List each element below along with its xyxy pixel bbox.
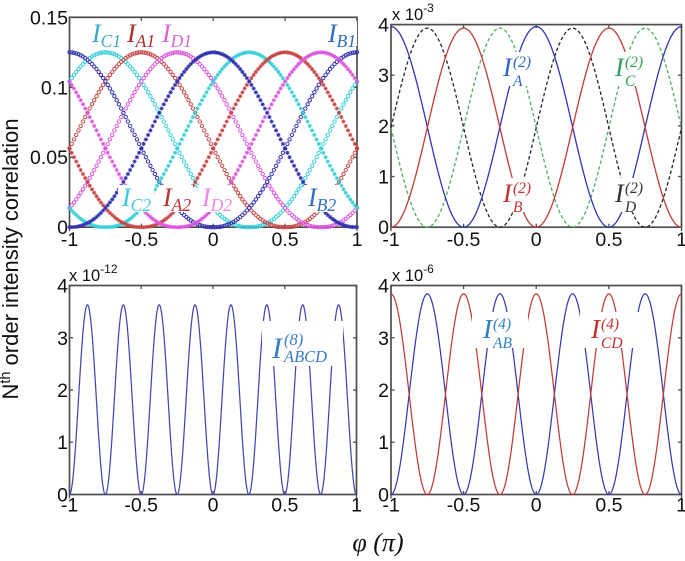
svg-text:0: 0 — [57, 217, 68, 239]
svg-text:2: 2 — [378, 116, 389, 138]
svg-text:1: 1 — [676, 495, 685, 517]
svg-text:-0.5: -0.5 — [125, 229, 159, 251]
svg-text:0: 0 — [378, 217, 389, 239]
svg-text:-1: -1 — [382, 229, 399, 251]
svg-text:AB: AB — [492, 335, 512, 352]
svg-text:4: 4 — [378, 276, 389, 298]
svg-text:C: C — [625, 73, 636, 90]
svg-text:1: 1 — [676, 229, 685, 251]
svg-text:I: I — [502, 53, 513, 82]
svg-text:I: I — [482, 314, 494, 344]
svg-text:Nth order intensity correlatio: Nth order intensity correlation — [0, 118, 23, 399]
svg-text:I: I — [614, 179, 625, 208]
svg-text:CD: CD — [601, 335, 623, 352]
svg-text:4: 4 — [378, 15, 389, 37]
svg-text:1: 1 — [351, 495, 362, 517]
svg-text:0: 0 — [531, 229, 542, 251]
svg-text:B: B — [513, 199, 523, 216]
svg-text:I: I — [502, 179, 513, 208]
svg-text:0.05: 0.05 — [30, 147, 68, 169]
svg-text:IA1: IA1 — [126, 19, 155, 51]
svg-text:3: 3 — [378, 328, 389, 350]
svg-text:φ (π): φ (π) — [352, 528, 403, 556]
svg-text:0: 0 — [57, 485, 68, 507]
svg-text:1: 1 — [378, 432, 389, 454]
svg-text:3: 3 — [378, 65, 389, 87]
svg-text:0.15: 0.15 — [30, 7, 68, 29]
svg-text:-0.5: -0.5 — [124, 495, 158, 517]
svg-text:I: I — [271, 332, 284, 365]
svg-text:I: I — [590, 314, 602, 344]
svg-text:(2): (2) — [513, 54, 531, 71]
svg-text:(8): (8) — [284, 330, 303, 349]
svg-text:1: 1 — [378, 167, 389, 189]
svg-text:0.5: 0.5 — [271, 495, 298, 517]
svg-text:ABCD: ABCD — [283, 347, 327, 366]
svg-text:0.5: 0.5 — [272, 229, 299, 251]
svg-text:0.1: 0.1 — [41, 77, 68, 99]
svg-text:D: D — [624, 199, 636, 216]
svg-text:0.5: 0.5 — [595, 495, 622, 517]
svg-text:2: 2 — [378, 380, 389, 402]
svg-text:(2): (2) — [625, 180, 643, 197]
svg-text:(4): (4) — [601, 316, 619, 333]
svg-text:2: 2 — [57, 380, 68, 402]
svg-text:0: 0 — [531, 495, 542, 517]
svg-text:3: 3 — [57, 328, 68, 350]
svg-text:0: 0 — [208, 495, 219, 517]
svg-text:0.5: 0.5 — [595, 229, 622, 251]
svg-text:1: 1 — [352, 229, 363, 251]
svg-text:A: A — [512, 73, 523, 90]
svg-text:0: 0 — [378, 485, 389, 507]
svg-text:I: I — [614, 53, 625, 82]
svg-text:4: 4 — [57, 276, 68, 298]
svg-text:-1: -1 — [61, 229, 78, 251]
svg-text:(2): (2) — [625, 54, 643, 71]
svg-text:-1: -1 — [61, 495, 78, 517]
svg-text:0: 0 — [208, 229, 219, 251]
svg-text:-0.5: -0.5 — [447, 229, 481, 251]
svg-text:-1: -1 — [382, 495, 399, 517]
svg-text:(2): (2) — [513, 180, 531, 197]
svg-text:1: 1 — [57, 432, 68, 454]
svg-text:-0.5: -0.5 — [447, 495, 481, 517]
svg-text:(4): (4) — [493, 316, 511, 333]
